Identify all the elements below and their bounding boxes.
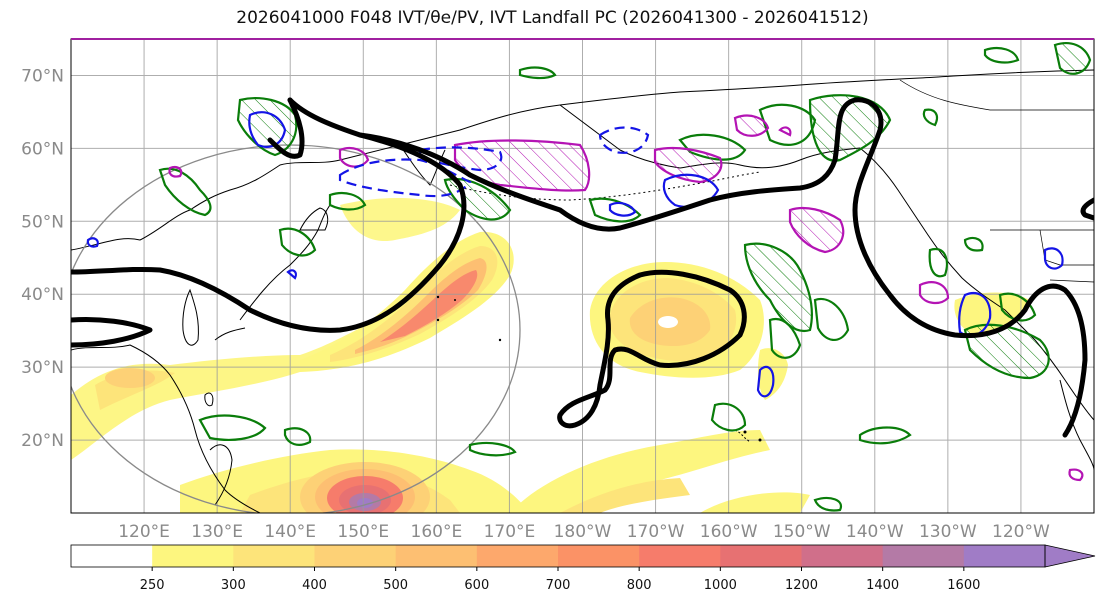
islands xyxy=(436,295,762,442)
longitude-label: 130°W xyxy=(919,522,977,542)
colorbar-tick-label: 700 xyxy=(546,578,571,593)
colorbar-swatch xyxy=(314,545,397,567)
ivt-shading xyxy=(71,198,1030,513)
colorbar-swatch xyxy=(720,545,802,567)
longitude-label: 120°E xyxy=(118,522,170,542)
coastlines xyxy=(71,69,1094,513)
longitude-label: 140°E xyxy=(264,522,316,542)
colorbar-tick-label: 250 xyxy=(140,578,165,593)
plot-title: 2026041000 F048 IVT/θe/PV, IVT Landfall … xyxy=(236,8,869,28)
colorbar-swatch xyxy=(395,545,478,567)
longitude-label: 170°W xyxy=(627,522,685,542)
colorbar-swatch xyxy=(963,545,1046,567)
pc-positive-contours xyxy=(168,114,1084,482)
colorbar-tick-label: 600 xyxy=(464,578,489,593)
longitude-label: 160°E xyxy=(411,522,463,542)
longitude-label: 170°E xyxy=(484,522,536,542)
colorbar-tick-label: 500 xyxy=(383,578,408,593)
colorbar-swatch xyxy=(801,545,884,567)
colorbar-swatch xyxy=(639,545,721,567)
colorbar-tick-label: 300 xyxy=(221,578,246,593)
colorbar-swatch xyxy=(71,545,153,567)
colorbar-tick-label: 1400 xyxy=(866,578,899,593)
colorbar: 250 300 400 500 600 700 800 1000 1200 1400 1600 xyxy=(70,544,1096,593)
pc-negative-contours xyxy=(86,111,1064,398)
latitude-label: 30°N xyxy=(21,358,64,378)
colorbar-extend-arrow xyxy=(1044,544,1096,568)
colorbar-swatch xyxy=(476,545,559,567)
longitude-label: 180°W xyxy=(554,522,612,542)
latitude-label: 20°N xyxy=(21,431,64,451)
colorbar-tick-label: 1200 xyxy=(785,578,818,593)
colorbar-swatch xyxy=(558,545,640,567)
colorbar-swatch xyxy=(233,545,315,567)
longitude-label: 130°E xyxy=(191,522,243,542)
longitude-labels: 120°E 130°E 140°E 150°E 160°E 170°E 180°W 170°W… xyxy=(118,522,1050,542)
colorbar-swatch xyxy=(152,545,234,567)
latitude-label: 60°N xyxy=(21,139,64,159)
longitude-label: 120°W xyxy=(992,522,1050,542)
colorbar-tick-label: 1600 xyxy=(947,578,980,593)
longitude-label: 160°W xyxy=(700,522,758,542)
longitude-label: 140°W xyxy=(846,522,904,542)
theta-e-contours xyxy=(71,97,1094,438)
latitude-label: 70°N xyxy=(21,66,64,86)
colorbar-tick-label: 400 xyxy=(302,578,327,593)
latitude-label: 50°N xyxy=(21,212,64,232)
colorbar-tick-label: 800 xyxy=(627,578,652,593)
longitude-label: 150°W xyxy=(773,522,831,542)
colorbar-swatch xyxy=(882,545,965,567)
longitude-label: 150°E xyxy=(337,522,389,542)
colorbar-tick-label: 1000 xyxy=(704,578,737,593)
latitude-labels: 70°N 60°N 50°N 40°N 30°N 20°N xyxy=(21,66,64,451)
pv-contours xyxy=(158,42,1092,512)
latitude-label: 40°N xyxy=(21,285,64,305)
map-layers xyxy=(71,39,1094,513)
